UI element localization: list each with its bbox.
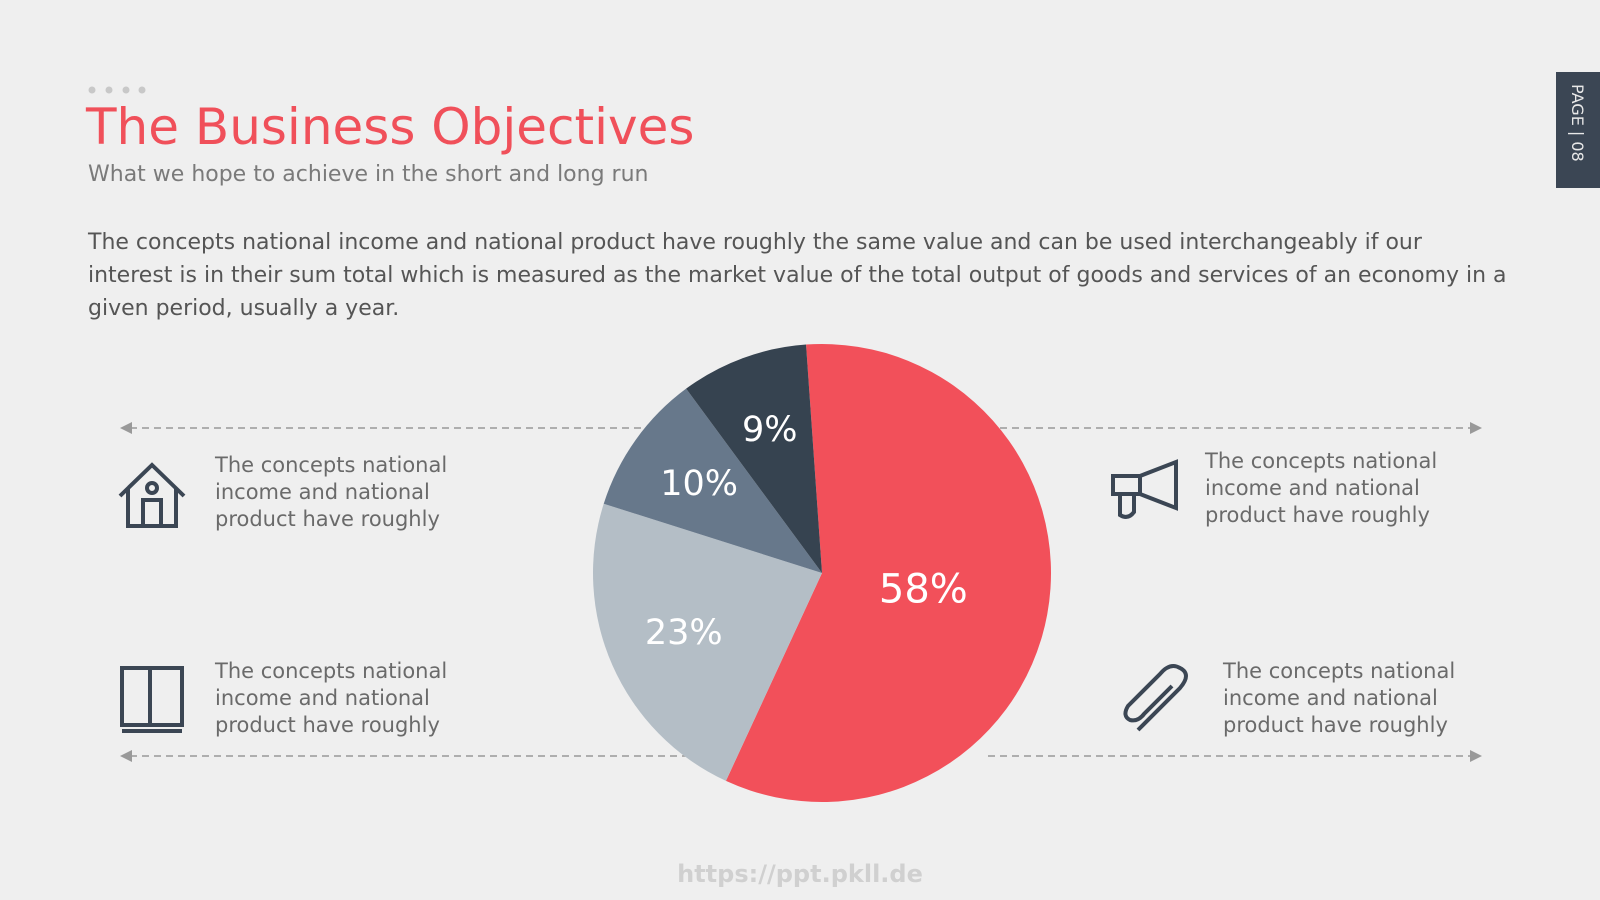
caption: The concepts national income and nationa… [215, 659, 448, 737]
pie-slice [603, 388, 822, 573]
icons [118, 459, 1188, 733]
megaphone-icon [1111, 459, 1178, 519]
slice-label: 9% [742, 410, 798, 450]
caption: The concepts national income and nationa… [1223, 659, 1456, 737]
slice-label: 58% [879, 567, 968, 613]
caption: The concepts national income and nationa… [215, 453, 448, 531]
pie-slice [593, 503, 822, 781]
house-icon [118, 462, 186, 528]
title: The Business Objectives [86, 98, 695, 156]
book-icon [120, 666, 184, 733]
pie-chart: 58% 23% 10%9% [593, 344, 1051, 802]
subtitle: What we hope to achieve in the short and… [88, 162, 649, 187]
caption: The concepts national income and nationa… [1205, 449, 1438, 527]
arrow-heads [120, 422, 1482, 762]
page-label: PAGE | 08 [1568, 84, 1587, 162]
paperclip-icon [1123, 664, 1188, 732]
page-tab: PAGE | 08 [1556, 72, 1600, 188]
dots [88, 86, 146, 94]
dashed-lines [130, 427, 1472, 757]
slice-label: 10% [660, 464, 738, 504]
slice-label: 23% [645, 613, 723, 653]
house-window [145, 481, 159, 495]
pie-slice [725, 344, 1051, 802]
watermark: https://ppt.pkll.de [677, 860, 923, 888]
pie-slice [686, 344, 822, 573]
paragraph: The concepts national income and nationa… [88, 230, 1507, 321]
